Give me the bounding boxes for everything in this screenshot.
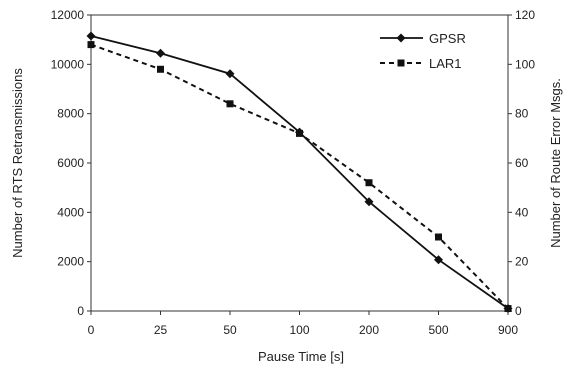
data-point-lar1 — [365, 179, 373, 187]
x-tick-label: 100 — [289, 323, 309, 337]
left-tick-label: 12000 — [51, 8, 85, 22]
left-tick-label: 10000 — [51, 57, 85, 71]
right-tick-label: 0 — [515, 304, 522, 318]
data-point-lar1 — [504, 305, 512, 313]
data-point-gpsr — [225, 69, 235, 79]
data-point-gpsr — [434, 255, 443, 265]
data-point-gpsr — [364, 197, 374, 207]
left-tick-label: 4000 — [57, 205, 84, 219]
data-point-lar1 — [157, 65, 164, 73]
data-point-lar1 — [435, 233, 442, 241]
legend-label-gpsr: GPSR — [429, 31, 466, 46]
right-tick-label: 120 — [515, 8, 535, 22]
series-line-gpsr — [90, 35, 509, 310]
left-tick-label: 2000 — [57, 255, 84, 269]
right-tick-label: 40 — [515, 205, 529, 219]
right-axis-label: Number of Route Error Msgs. — [548, 78, 563, 248]
left-tick-label: 8000 — [57, 107, 84, 121]
x-axis-label: Pause Time [s] — [258, 349, 344, 364]
legend-marker-gpsr — [396, 33, 406, 43]
series-line-lar1 — [90, 43, 509, 310]
left-axis-ticks: 0 2000 4000 6000 8000 10000 12000 — [51, 8, 91, 318]
left-tick-label: 6000 — [57, 156, 84, 170]
data-point-lar1 — [296, 129, 303, 137]
series-layer — [86, 31, 513, 314]
right-axis-ticks: 0 20 40 60 80 100 120 — [508, 8, 535, 318]
x-tick-label: 900 — [498, 323, 518, 337]
data-point-gpsr — [156, 48, 165, 58]
x-axis-ticks: 0 25 50 100 200 500 900 — [88, 311, 518, 337]
left-axis-label: Number of RTS Retransmissions — [10, 68, 25, 258]
right-tick-label: 20 — [515, 255, 529, 269]
right-tick-label: 100 — [515, 57, 535, 71]
legend-label-lar1: LAR1 — [429, 56, 462, 71]
data-point-gpsr — [86, 31, 96, 41]
legend: GPSR LAR1 — [380, 31, 466, 71]
left-tick-label: 0 — [77, 304, 84, 318]
x-tick-label: 25 — [154, 323, 168, 337]
right-tick-label: 80 — [515, 107, 529, 121]
data-point-lar1 — [87, 41, 95, 49]
right-tick-label: 60 — [515, 156, 529, 170]
data-point-lar1 — [226, 100, 234, 108]
x-tick-label: 500 — [428, 323, 448, 337]
x-tick-label: 50 — [223, 323, 237, 337]
legend-marker-lar1 — [397, 59, 405, 67]
x-tick-label: 200 — [359, 323, 379, 337]
x-tick-label: 0 — [88, 323, 95, 337]
